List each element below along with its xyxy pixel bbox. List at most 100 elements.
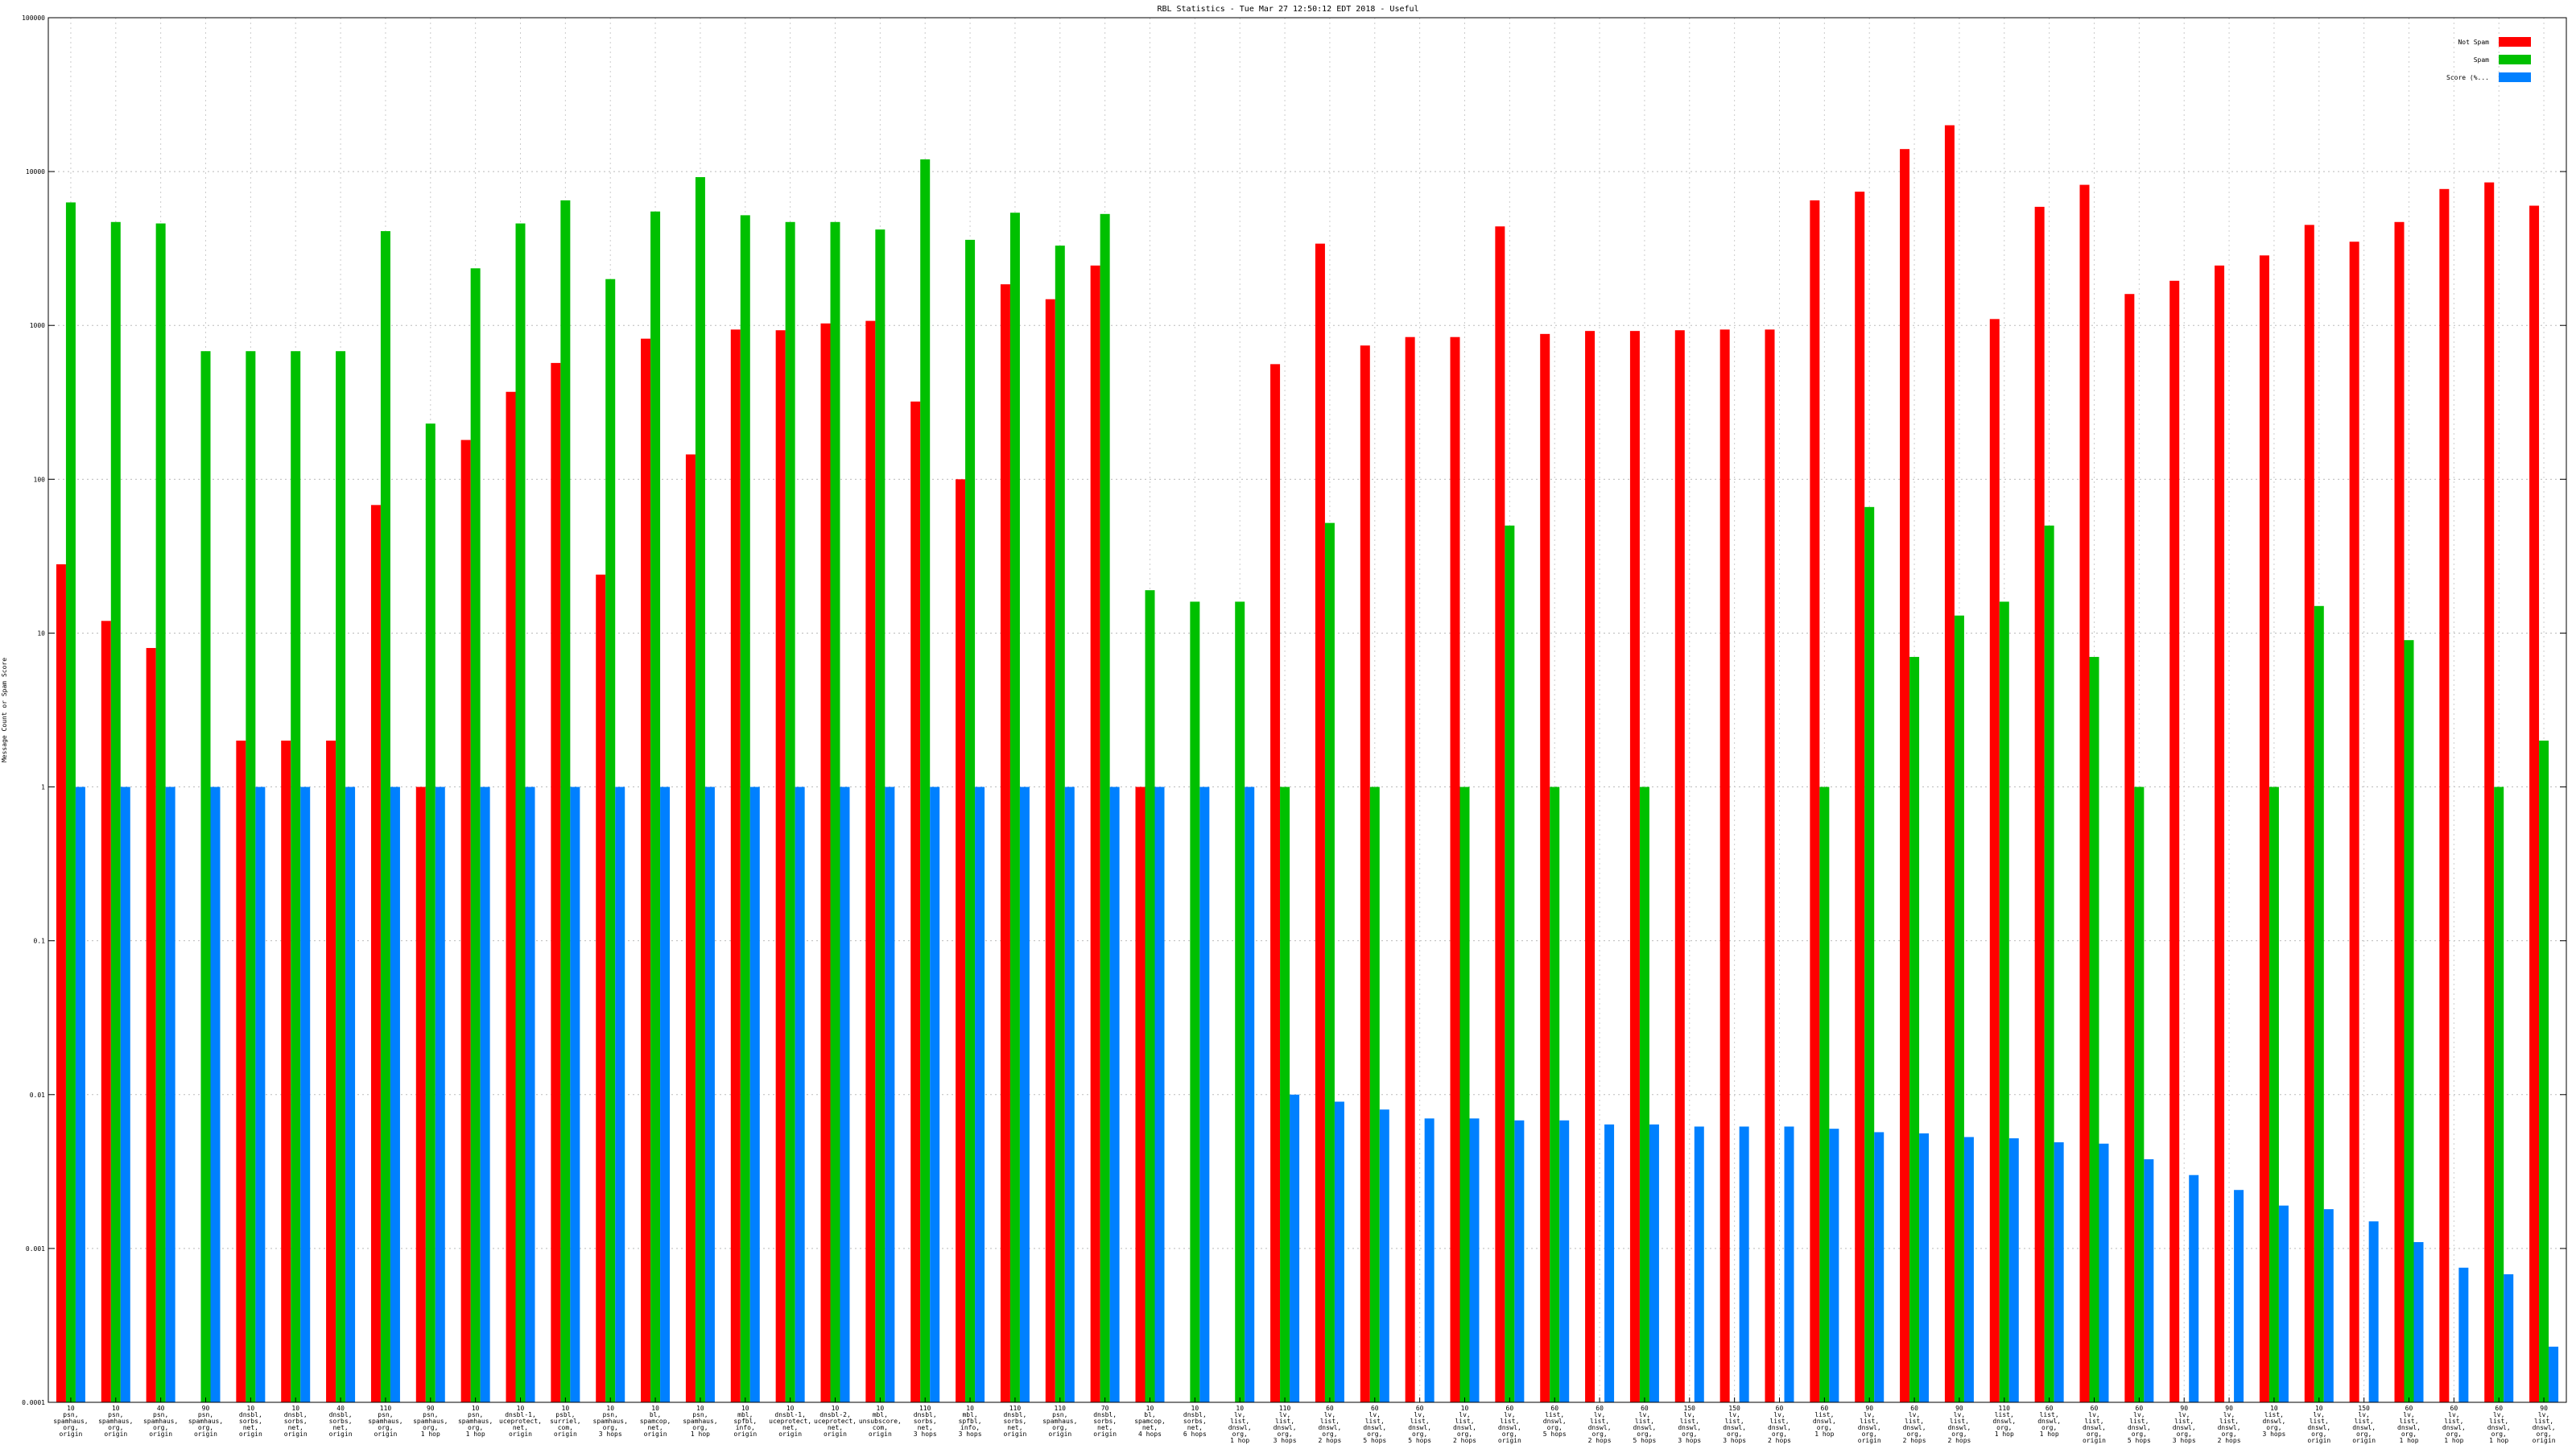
x-tick-label-line: list, [1545,1411,1564,1418]
x-tick-label-line: org, [603,1424,618,1431]
x-tick-label-line: origin [194,1430,217,1438]
x-tick-label-line: 10 [472,1405,480,1412]
not-spam-bar [1045,299,1055,1402]
score-bar [975,786,985,1402]
x-tick-label: 60 lv, list, dnswl, org, origin [2083,1405,2106,1444]
x-tick-label-line: list, [1455,1418,1474,1425]
not-spam-bar [326,741,336,1402]
x-tick-label-line: 6 hops [1183,1430,1207,1438]
x-tick-label-line: list, [1769,1418,1789,1425]
not-spam-bar [1495,226,1505,1403]
x-tick-label-line: origin [778,1430,802,1438]
score-bar [1739,1126,1749,1402]
x-tick-label-line: 40 [157,1405,165,1412]
x-tick-label-line: dnsbl, [914,1411,937,1418]
x-tick-label-line: 10 [112,1405,120,1412]
x-tick-label: 110 psn, spamhaus, org, origin [1042,1405,1077,1438]
not-spam-bar [1900,149,1910,1402]
x-tick-label-line: dnswl, [1903,1424,1926,1431]
x-tick-label-line: 150 [1684,1405,1696,1412]
x-tick-label-line: 2 hops [1588,1437,1612,1444]
x-tick-label-line: 1 hop [466,1430,485,1438]
score-bar [1919,1133,1930,1402]
x-tick-label-line: org, [2041,1424,2057,1431]
x-tick-label-line: 3 hops [959,1430,982,1438]
not-spam-bar [1540,333,1550,1402]
x-tick-label-line: 2 hops [1318,1437,1341,1444]
x-tick-label-line: org, [198,1424,213,1431]
x-tick-label-line: 110 [380,1405,392,1412]
score-bar [300,786,311,1402]
score-bar [210,786,221,1402]
x-tick-label-line: list, [1905,1418,1924,1425]
spam-bar [695,177,705,1403]
x-tick-label-line: psn, [423,1411,438,1418]
spam-bar [560,200,571,1402]
x-tick-label-line: org, [2177,1430,2192,1438]
x-tick-label: 60 lv, list, dnswl, org, 1 hop [2442,1405,2466,1444]
x-tick-label-line: list, [2489,1418,2508,1425]
x-tick-label-line: origin [509,1430,532,1438]
x-tick-label-line: org, [2491,1430,2507,1438]
x-tick-label-line: 10 [696,1405,704,1412]
x-tick-label-line: dnswl, [2083,1424,2106,1431]
x-tick-label-line: org, [1906,1430,1922,1438]
x-tick-label-line: org, [423,1424,438,1431]
y-tick-label: 100000 [22,14,45,22]
x-tick-label-line: org, [1277,1430,1292,1438]
x-tick-label: 10 lv, list, dnswl, org, origin [2307,1405,2330,1444]
spam-bar [1235,601,1245,1402]
x-tick-label-line: org, [1232,1430,1248,1438]
x-tick-label-line: dnswl, [1363,1424,1386,1431]
not-spam-bar [506,391,516,1403]
x-tick-label-line: 2 hops [1947,1437,1971,1444]
spam-bar [2134,786,2145,1402]
x-tick-label: 60 lv, list, dnswl, org, 2 hops [1903,1405,1926,1444]
score-bar [1604,1124,1615,1402]
x-tick-label-line: 10 [1236,1405,1244,1412]
x-tick-label-line: 10 [741,1405,749,1412]
x-tick-label-line: origin [644,1430,667,1438]
x-tick-label-line: org, [378,1424,393,1431]
x-tick-label-line: net, [647,1424,663,1431]
x-tick-label-line: 10 [1191,1405,1199,1412]
x-tick-label-line: 10 [651,1405,659,1412]
not-spam-bar [1000,284,1010,1403]
x-tick-label-line: lv, [1279,1411,1290,1418]
score-bar [1829,1129,1839,1402]
not-spam-bar [1315,243,1325,1403]
x-tick-label-line: net, [332,1424,348,1431]
x-tick-label-line: sorbs, [914,1418,937,1425]
x-tick-label-line: lv, [2178,1411,2190,1418]
x-tick-label-line: 90 [1955,1405,1963,1412]
x-tick-label-line: origin [733,1430,757,1438]
x-tick-label-line: lv, [1234,1411,1245,1418]
x-tick-label-line: lv, [1909,1411,1920,1418]
x-tick-label-line: list, [2355,1418,2374,1425]
not-spam-bar [820,323,831,1402]
x-tick-label-line: dnswl, [1498,1424,1521,1431]
not-spam-bar [1450,336,1460,1402]
score-bar [1469,1118,1480,1402]
x-tick-label-line: 10 [2270,1405,2278,1412]
spam-bar [336,351,346,1402]
x-tick-label-line: 40 [336,1405,345,1412]
x-tick-label-line: list, [1275,1418,1294,1425]
x-tick-label-line: lv, [2538,1411,2549,1418]
score-bar [1245,786,1255,1402]
spam-bar [380,231,390,1402]
not-spam-bar [101,621,111,1402]
x-tick-label-line: list, [2534,1418,2553,1425]
x-tick-label-line: list, [1365,1418,1385,1425]
spam-bar [110,221,121,1402]
x-tick-label-line: lv, [2133,1411,2145,1418]
not-spam-bar [2034,206,2045,1403]
x-tick-label-line: list, [1230,1418,1249,1425]
x-tick-label-line: dnswl, [2037,1418,2061,1425]
x-tick-label-line: list, [2174,1418,2194,1425]
x-tick-label-line: origin [239,1430,262,1438]
score-bar [615,786,625,1402]
x-tick-label: 10 psn, spamhaus, org, 1 hop [458,1405,493,1438]
not-spam-bar [1360,345,1370,1402]
y-tick-label: 0.1 [34,938,46,945]
